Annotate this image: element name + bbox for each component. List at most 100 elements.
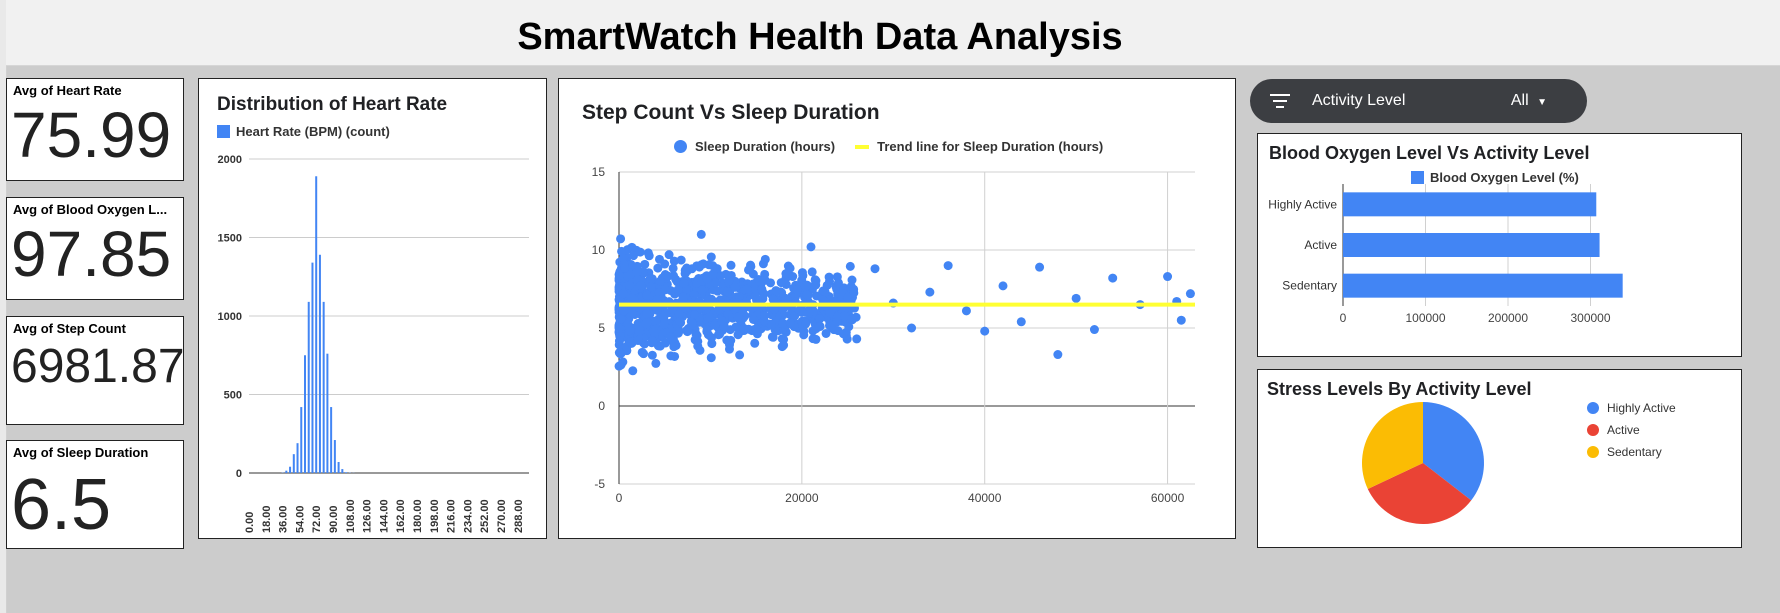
x-tick-label: 198.00 <box>429 499 441 533</box>
scatter-point <box>627 293 637 303</box>
chart-legend: Sleep Duration (hours) Trend line for Sl… <box>674 139 1103 154</box>
scatter-point <box>706 252 716 262</box>
legend-line <box>855 144 870 149</box>
activity-level-filter[interactable]: Activity Level All ▼ <box>1250 79 1587 123</box>
scatter-point <box>634 326 644 336</box>
scatter-point <box>724 344 734 354</box>
scatter-point <box>673 285 683 295</box>
scatter-point <box>815 314 825 324</box>
y-tick-label: 500 <box>224 390 242 402</box>
scatter-point <box>751 325 761 335</box>
legend-label: Active <box>1607 423 1640 437</box>
scatter-point <box>715 329 725 339</box>
chart-title: Distribution of Heart Rate <box>217 94 448 115</box>
scatter-point <box>1053 350 1063 360</box>
x-tick-label: 108.00 <box>345 499 357 533</box>
legend-dot <box>674 140 687 153</box>
x-tick-label: 0 <box>1340 311 1347 325</box>
kpi-card-blood-oxygen[interactable]: Avg of Blood Oxygen L... 97.85 <box>6 197 184 300</box>
kpi-value: 6.5 <box>11 465 112 545</box>
scatter-point <box>665 332 675 342</box>
x-tick-label: 0 <box>616 491 623 505</box>
pie-slice <box>1423 402 1484 501</box>
scatter-point <box>769 304 779 314</box>
step-vs-sleep-card[interactable]: Step Count Vs Sleep Duration Sleep Durat… <box>558 78 1236 539</box>
scatter-point <box>771 286 781 296</box>
scatter-point <box>852 334 862 344</box>
scatter-point <box>710 320 720 330</box>
scatter-point <box>663 271 673 281</box>
scatter-point <box>617 246 627 256</box>
scatter-point <box>798 271 808 281</box>
histogram-bar <box>322 301 325 473</box>
kpi-value: 97.85 <box>11 218 172 290</box>
filter-label: Activity Level <box>1312 92 1406 109</box>
kpi-label: Avg of Step Count <box>13 321 126 336</box>
histogram-bar <box>296 443 299 473</box>
scatter-point <box>726 260 736 270</box>
scatter-point <box>615 270 625 280</box>
y-tick-label: 5 <box>598 321 605 335</box>
scatter-point <box>1089 325 1099 335</box>
legend-swatch <box>1411 171 1424 184</box>
pie-slice <box>1362 402 1423 489</box>
legend-label: Blood Oxygen Level (%) <box>1430 170 1579 185</box>
scatter-point <box>1163 272 1173 282</box>
heart-rate-histogram-card[interactable]: Distribution of Heart Rate Heart Rate (B… <box>198 78 547 539</box>
legend-item-trend: Trend line for Sleep Duration (hours) <box>855 139 1103 154</box>
histogram-bar <box>289 466 292 473</box>
y-tick-label: 15 <box>592 165 606 179</box>
histogram-bar <box>311 262 314 473</box>
scatter-point <box>642 317 652 327</box>
scatter-point <box>635 247 645 257</box>
histogram-bar <box>315 176 318 473</box>
x-tick-label: 288.00 <box>513 499 525 533</box>
x-tick-label: 54.00 <box>294 505 306 533</box>
page-title: SmartWatch Health Data Analysis <box>517 16 1123 58</box>
scatter-point <box>616 234 626 244</box>
scatter-point <box>639 349 649 359</box>
scatter-point <box>679 278 689 288</box>
filter-value[interactable]: All ▼ <box>1511 92 1547 110</box>
scatter-point <box>647 350 657 360</box>
scatter-plot: -5 0 5 10 15 0 20000 40000 60000 <box>592 165 1195 505</box>
scatter-point <box>907 323 917 333</box>
kpi-card-sleep-duration[interactable]: Avg of Sleep Duration 6.5 <box>6 440 184 549</box>
scatter-point <box>792 285 802 295</box>
y-tick-label: 1500 <box>218 233 242 245</box>
scatter-point <box>807 267 817 277</box>
scatter-point <box>705 295 715 305</box>
pie-slice <box>1367 463 1472 524</box>
scatter-point <box>735 350 745 360</box>
chart-title: Stress Levels By Activity Level <box>1267 379 1532 399</box>
scatter-point <box>1035 262 1045 272</box>
scatter-point <box>697 285 707 295</box>
scatter-point <box>820 287 830 297</box>
x-tick-label: 252.00 <box>479 499 491 533</box>
x-tick-label: 36.00 <box>278 505 290 533</box>
chart-title: Step Count Vs Sleep Duration <box>582 101 880 124</box>
scatter-point <box>645 274 655 284</box>
scatter-point <box>711 278 721 288</box>
scatter-point <box>646 282 656 292</box>
scatter-point <box>624 326 634 336</box>
blood-oxygen-card[interactable]: Blood Oxygen Level Vs Activity Level Blo… <box>1257 133 1742 357</box>
scatter-point <box>655 341 665 351</box>
kpi-card-heart-rate[interactable]: Avg of Heart Rate 75.99 <box>6 78 184 181</box>
legend-dot <box>1587 424 1599 436</box>
scatter-point <box>808 326 818 336</box>
scatter-point <box>640 259 650 269</box>
scatter-point <box>1108 273 1118 283</box>
kpi-card-step-count[interactable]: Avg of Step Count 6981.87 <box>6 316 185 425</box>
scatter-point <box>833 278 843 288</box>
scatter-point <box>785 318 795 328</box>
scatter-point <box>846 282 856 292</box>
legend-item-sleep: Sleep Duration (hours) <box>674 139 835 154</box>
scatter-point <box>628 251 638 261</box>
scatter-point <box>778 318 788 328</box>
bar <box>1343 273 1623 298</box>
blood-oxygen-plot: 0 100000 200000 300000 Highly Active Active Se… <box>1268 184 1623 325</box>
scatter-point <box>845 261 855 271</box>
stress-levels-card[interactable]: Stress Levels By Activity Level Highly A… <box>1257 369 1742 548</box>
x-tick-label: 144.00 <box>378 499 390 533</box>
